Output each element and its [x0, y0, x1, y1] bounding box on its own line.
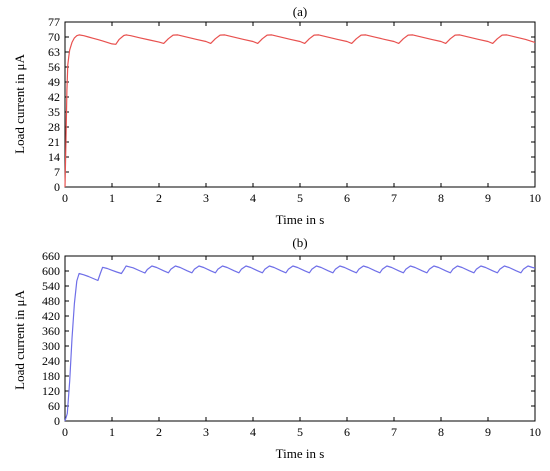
- x-tick-label: 3: [203, 425, 209, 439]
- x-tick-label: 5: [297, 425, 303, 439]
- series-line: [64, 34, 536, 188]
- y-tick-label: 660: [42, 249, 60, 263]
- y-tick-label: 60: [48, 399, 60, 413]
- x-tick-label: 1: [109, 425, 115, 439]
- x-tick-label: 2: [156, 191, 162, 205]
- x-tick-label: 3: [203, 191, 209, 205]
- y-tick-label: 600: [42, 264, 60, 278]
- x-tick-label: 4: [250, 191, 256, 205]
- x-tick-label: 4: [250, 425, 256, 439]
- y-tick-label: 0: [54, 180, 60, 194]
- x-tick-label: 7: [391, 425, 397, 439]
- chart-title: (b): [292, 235, 307, 250]
- y-tick-label: 35: [48, 105, 60, 119]
- series-group: [64, 34, 536, 188]
- x-tick-label: 6: [344, 425, 350, 439]
- series-line: [64, 265, 536, 422]
- series-group: [64, 265, 536, 422]
- y-tick-label: 77: [48, 15, 60, 29]
- x-tick-label: 8: [438, 425, 444, 439]
- y-tick-label: 300: [42, 339, 60, 353]
- y-axis-label: Load current in μA: [12, 54, 27, 154]
- y-tick-label: 70: [48, 30, 60, 44]
- y-tick-label: 49: [48, 75, 60, 89]
- plot-frame: [64, 255, 536, 422]
- x-tick-label: 0: [62, 191, 68, 205]
- y-tick-label: 42: [48, 90, 60, 104]
- y-tick-label: 21: [48, 135, 60, 149]
- x-tick-label: 7: [391, 191, 397, 205]
- y-tick-label: 0: [54, 414, 60, 428]
- x-axis-label: Time in s: [276, 446, 325, 461]
- y-tick-label: 7: [54, 165, 60, 179]
- x-tick-label: 9: [485, 191, 491, 205]
- y-tick-label: 540: [42, 279, 60, 293]
- y-axis-label: Load current in μA: [12, 290, 27, 390]
- x-tick-label: 1: [109, 191, 115, 205]
- x-tick-label: 10: [529, 425, 541, 439]
- x-tick-label: 5: [297, 191, 303, 205]
- y-tick-label: 480: [42, 294, 60, 308]
- y-tick-label: 14: [48, 150, 60, 164]
- x-tick-label: 2: [156, 425, 162, 439]
- y-tick-label: 120: [42, 384, 60, 398]
- chart-title: (a): [293, 4, 307, 19]
- x-tick-label: 0: [62, 425, 68, 439]
- y-tick-label: 240: [42, 354, 60, 368]
- plot-frame: [64, 21, 536, 188]
- y-tick-label: 63: [48, 45, 60, 59]
- y-tick-label: 28: [48, 120, 60, 134]
- chart-panel-b: (b) Load current in μA Time in s 0 1 2 3 4 5 6…: [12, 235, 541, 461]
- y-tick-label: 420: [42, 309, 60, 323]
- x-tick-label: 6: [344, 191, 350, 205]
- x-tick-label: 9: [485, 425, 491, 439]
- tick-group: 0 1 2 3 4 5 6 7 8 9 100601201802403003604204805406…: [42, 249, 541, 439]
- x-tick-label: 8: [438, 191, 444, 205]
- y-tick-label: 180: [42, 369, 60, 383]
- y-tick-label: 360: [42, 324, 60, 338]
- x-tick-label: 10: [529, 191, 541, 205]
- x-axis-label: Time in s: [276, 212, 325, 227]
- y-tick-label: 56: [48, 60, 60, 74]
